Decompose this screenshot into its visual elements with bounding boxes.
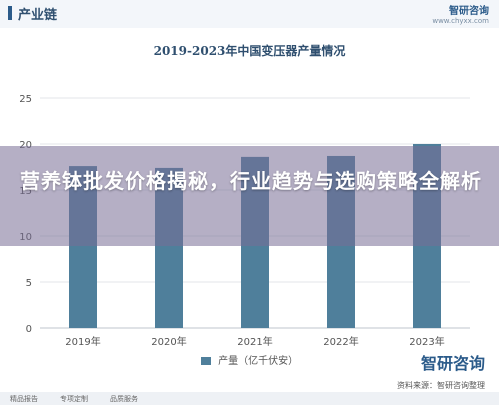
y-tick-label: 5 [26, 278, 32, 289]
legend-swatch [200, 357, 211, 365]
y-tick-label: 20 [19, 140, 32, 151]
headline-overlay [0, 146, 499, 246]
x-tick-label: 2022年 [323, 335, 358, 348]
header-title: 产业链 [18, 8, 58, 23]
x-tick-label: 2021年 [237, 335, 272, 348]
x-tick-label: 2023年 [409, 335, 444, 348]
y-tick-label: 25 [19, 94, 32, 105]
legend-label: 产量（亿千伏安） [218, 356, 299, 367]
header: 产业链 智研咨询 www.chyxx.com [0, 0, 499, 28]
footer-link-reports[interactable]: 精品报告 [10, 395, 38, 403]
footer-bar: 精品报告 专项定制 品质服务 [0, 392, 499, 405]
headline: 营养钵批发价格揭秘，行业趋势与选购策略全解析 [20, 169, 482, 193]
brand: 智研咨询 www.chyxx.com [432, 2, 489, 25]
footer-logo: 智研咨询 [420, 354, 485, 373]
x-tick-label: 2019年 [65, 335, 100, 348]
brand-url: www.chyxx.com [432, 17, 489, 25]
source-note: 资料来源：智研咨询整理 [397, 381, 485, 390]
legend: 产量（亿千伏安） [0, 352, 499, 367]
y-tick-label: 0 [26, 324, 32, 335]
x-tick-label: 2020年 [151, 335, 186, 348]
header-accent [8, 6, 12, 20]
footer-link-service[interactable]: 品质服务 [110, 395, 138, 403]
chart-title: 2019-2023年中国变压器产量情况 [153, 44, 346, 58]
brand-logo: 智研咨询 [449, 6, 489, 17]
footer-link-custom[interactable]: 专项定制 [60, 395, 88, 403]
